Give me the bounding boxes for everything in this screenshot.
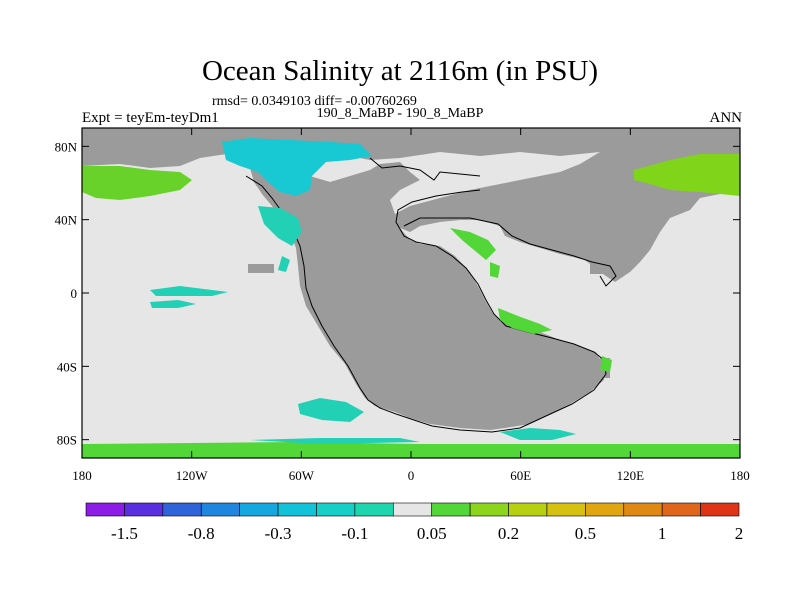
colorbar-swatch [200, 502, 240, 517]
colorbar-swatch [239, 502, 279, 517]
map-area [82, 128, 740, 458]
anomaly-polar-green [82, 442, 740, 458]
season-label: ANN [709, 110, 743, 126]
colorbar-swatch [661, 502, 701, 517]
colorbar-swatch [277, 502, 317, 517]
colorbar-swatch [508, 502, 548, 517]
anomaly-ne-green [634, 154, 740, 196]
anomaly-tethys-green-3 [498, 308, 552, 334]
coast-north [369, 157, 481, 181]
plot-title: Ocean Salinity at 2116m (in PSU) [201, 55, 599, 87]
colorbar-label: 1 [658, 524, 667, 543]
experiment-label: Expt = teyEm-teyDm1 [82, 110, 219, 126]
colorbar-swatch [392, 502, 433, 517]
colorbar-label: 0.2 [498, 524, 519, 543]
land-island-1 [248, 264, 274, 273]
anomaly-coast-teal [258, 206, 302, 246]
x-tick-label: 120E [617, 468, 645, 483]
colorbar-label: 2 [735, 524, 744, 543]
colorbar-swatch [700, 502, 740, 517]
coast-tethys-inner [403, 217, 617, 287]
colorbar-swatch [431, 502, 471, 517]
anomaly-arctic-cyan [222, 138, 372, 196]
x-tick-label: 0 [408, 468, 415, 483]
colorbar-swatch [469, 502, 509, 517]
y-tick-label: 0 [71, 286, 78, 301]
anomaly-np-green [82, 166, 192, 200]
colorbar-swatch [623, 502, 663, 517]
colorbar-swatch [585, 502, 625, 517]
anomaly-south-teal [298, 398, 364, 422]
stats-line: rmsd= 0.0349103 diff= -0.00760269 [212, 94, 417, 109]
colorbar: -1.5 -0.8 -0.3 -0.1 0.05 0.2 0.5 1 2 [85, 502, 744, 543]
anomaly-south-teal-2 [500, 428, 576, 440]
anomaly-eq-teal [150, 286, 228, 296]
x-tick-label: 60E [510, 468, 531, 483]
colorbar-label: 0.5 [575, 524, 596, 543]
colorbar-label: -0.3 [265, 524, 292, 543]
land-pangaea [250, 162, 604, 430]
y-tick-label: 80S [57, 433, 77, 448]
coastlines [245, 157, 617, 433]
colorbar-label: -0.1 [341, 524, 368, 543]
colorbar-swatch [124, 502, 164, 517]
salinity-anomalies [82, 138, 740, 458]
colorbar-label: -1.5 [111, 524, 138, 543]
coast-pangaea [245, 175, 607, 433]
plot-subtitle: 190_8_MaBP - 190_8_MaBP [316, 106, 484, 121]
anomaly-polar-teal [250, 438, 420, 444]
colorbar-swatch [546, 502, 586, 517]
anomaly-coast-teal-2 [278, 256, 290, 272]
axis-ticks: 180 120W 60W 0 60E 120E 180 80N 40N 0 40S 80S [55, 128, 750, 483]
colorbar-label: -0.8 [188, 524, 215, 543]
x-tick-label: 180 [72, 468, 92, 483]
y-tick-label: 40S [57, 359, 77, 374]
anomaly-tethys-green-2 [490, 262, 500, 278]
colorbar-swatch [85, 502, 125, 517]
x-tick-label: 120W [176, 468, 209, 483]
land-arctic [82, 128, 740, 168]
colorbar-swatch [316, 502, 356, 517]
x-tick-label: 180 [730, 468, 750, 483]
y-tick-label: 80N [55, 139, 78, 154]
land-island-2 [590, 264, 610, 274]
x-tick-label: 60W [289, 468, 315, 483]
anomaly-east-green [600, 356, 612, 372]
colorbar-swatch [354, 502, 394, 517]
colorbar-swatch [162, 502, 202, 517]
anomaly-eq-teal-2 [150, 300, 196, 308]
colorbar-label: 0.05 [417, 524, 447, 543]
anomaly-tethys-green-1 [450, 228, 496, 260]
y-tick-label: 40N [55, 213, 78, 228]
